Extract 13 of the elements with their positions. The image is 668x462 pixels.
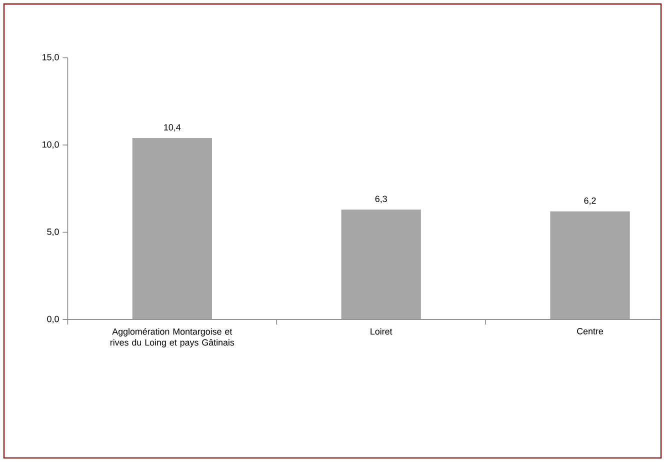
bar — [341, 210, 421, 320]
x-tick-label: Agglomération Montargoise et rives du Loing et pays Gâtinais — [110, 328, 234, 348]
data-label: 6,3 — [375, 196, 387, 204]
x-tick-label: Loiret — [370, 328, 392, 335]
data-label: 10,4 — [164, 124, 181, 132]
y-tick-label: 5,0 — [47, 228, 59, 236]
x-tick-label: Centre — [577, 328, 604, 334]
data-label: 6,2 — [584, 198, 596, 205]
bar — [132, 138, 212, 320]
y-tick-label: 10,0 — [42, 141, 59, 149]
y-tick-label: 15,0 — [42, 54, 59, 62]
y-tick-label: 0,0 — [47, 316, 59, 324]
bar — [550, 211, 630, 320]
